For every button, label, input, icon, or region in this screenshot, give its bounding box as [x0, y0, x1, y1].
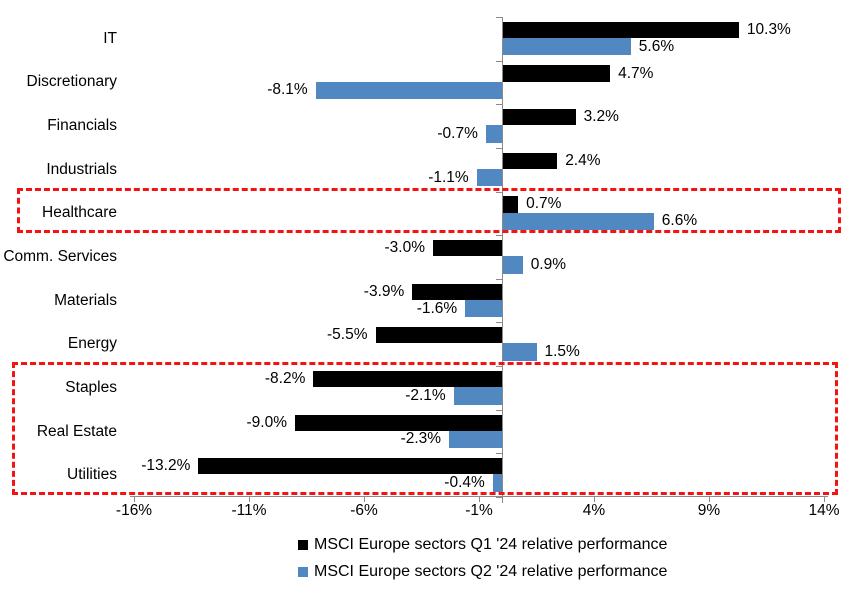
- x-tick-label: -1%: [465, 502, 493, 519]
- value-label: 5.6%: [638, 37, 675, 55]
- value-label: 2.4%: [565, 151, 601, 169]
- category-label: Staples: [65, 378, 117, 396]
- x-tick: [824, 496, 825, 502]
- category-tick: [496, 147, 502, 149]
- value-label: -3.0%: [384, 239, 426, 257]
- value-label: -8.1%: [267, 81, 308, 99]
- bar-q2: [502, 343, 537, 361]
- value-label: -0.4%: [444, 474, 485, 492]
- category-tick: [496, 60, 502, 62]
- legend-swatch-q1-icon: [298, 540, 308, 550]
- bar-q1: [433, 240, 502, 257]
- bar-q2: [502, 256, 523, 274]
- legend-swatch-q2-icon: [298, 567, 308, 577]
- value-label: -0.7%: [437, 124, 478, 142]
- legend-item-q2: MSCI Europe sectors Q2 '24 relative perf…: [298, 563, 668, 580]
- category-tick: [496, 191, 502, 193]
- legend-label-q2: MSCI Europe sectors Q2 '24 relative perf…: [314, 563, 668, 580]
- highlight-box: [12, 362, 838, 496]
- bar-q2: [449, 430, 502, 449]
- bar-q2: [485, 125, 502, 143]
- bar-q1: [502, 65, 611, 82]
- value-label: -2.1%: [405, 386, 446, 404]
- bar-q2: [453, 387, 502, 405]
- category-label: Financials: [47, 117, 117, 135]
- category-label: Comm. Services: [3, 248, 117, 265]
- value-label: -1.1%: [428, 168, 469, 186]
- legend-label-q1: MSCI Europe sectors Q1 '24 relative perf…: [314, 536, 668, 553]
- value-label: -9.0%: [246, 413, 288, 431]
- category-label: Real Estate: [36, 422, 117, 440]
- category-tick: [496, 278, 502, 280]
- value-label: -8.2%: [264, 370, 306, 388]
- highlight-box: [17, 187, 841, 234]
- x-tick-label: -16%: [115, 502, 153, 519]
- value-label: 1.5%: [544, 343, 580, 361]
- category-label: Industrials: [46, 160, 117, 178]
- bar-q2: [502, 212, 654, 230]
- x-tick-label: 14%: [808, 502, 840, 519]
- x-tick: [479, 496, 480, 502]
- category-label: IT: [103, 29, 117, 47]
- bar-q2: [502, 38, 631, 56]
- x-tick: [709, 496, 710, 502]
- bar-q1: [502, 21, 739, 38]
- category-label: Discretionary: [26, 73, 117, 91]
- value-label: 3.2%: [583, 108, 619, 126]
- x-tick: [594, 496, 595, 502]
- value-label: -3.9%: [363, 282, 405, 300]
- category-label: Materials: [54, 291, 117, 309]
- value-label: 0.9%: [530, 255, 567, 273]
- bar-q2: [315, 81, 502, 100]
- category-tick: [496, 409, 502, 411]
- x-tick: [249, 496, 250, 502]
- bar-q1: [502, 109, 576, 126]
- category-tick: [496, 17, 502, 18]
- value-label: -2.3%: [400, 430, 442, 448]
- category-tick: [496, 235, 502, 237]
- x-tick-label: -6%: [350, 502, 378, 519]
- bar-q1: [412, 283, 502, 300]
- value-label: 4.7%: [618, 64, 654, 82]
- bar-q1: [502, 152, 558, 169]
- legend-item-q1: MSCI Europe sectors Q1 '24 relative perf…: [298, 536, 668, 553]
- x-tick-label: 9%: [697, 502, 721, 519]
- value-label: 6.6%: [661, 212, 698, 230]
- value-label: -1.6%: [416, 299, 458, 317]
- category-label: Utilities: [67, 466, 117, 484]
- category-tick: [496, 366, 502, 368]
- bar-q1: [375, 327, 502, 344]
- bar-q2: [465, 299, 502, 318]
- category-label: Healthcare: [42, 204, 117, 222]
- x-tick: [134, 496, 135, 502]
- x-tick: [364, 496, 365, 502]
- x-tick-label: 4%: [582, 502, 606, 519]
- value-label: -5.5%: [327, 326, 368, 344]
- x-tick-label: -11%: [231, 502, 267, 519]
- bar-q1: [295, 414, 502, 431]
- bar-q2: [476, 168, 502, 187]
- category-tick: [496, 497, 502, 499]
- category-label: Energy: [67, 335, 117, 353]
- bar-q1: [502, 196, 519, 213]
- value-label: -13.2%: [141, 457, 191, 475]
- category-tick: [496, 104, 502, 106]
- category-tick: [496, 322, 502, 324]
- bar-q1: [198, 458, 502, 475]
- bar-q2: [492, 474, 502, 492]
- category-tick: [496, 453, 502, 455]
- y-axis-line: [502, 17, 503, 503]
- value-label: 0.7%: [526, 195, 562, 213]
- bar-q1: [313, 370, 502, 388]
- value-label: 10.3%: [746, 20, 791, 38]
